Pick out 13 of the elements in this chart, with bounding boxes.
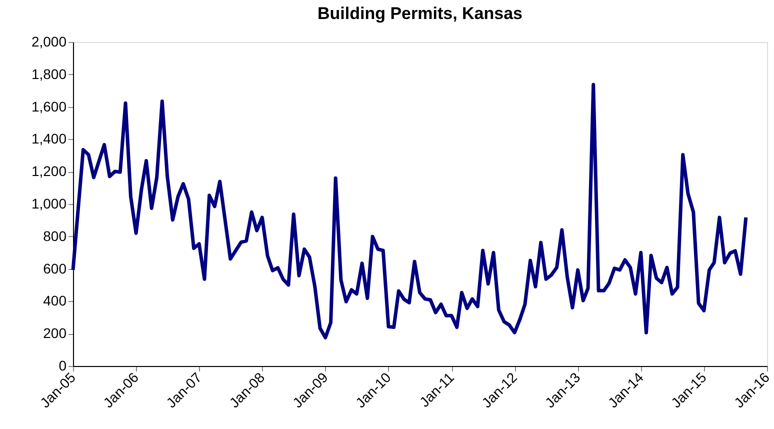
chart-title: Building Permits, Kansas <box>318 4 522 23</box>
y-tick-label: 1,200 <box>31 163 67 180</box>
y-tick-label: 1,600 <box>31 98 67 114</box>
y-tick-label: 1,800 <box>31 66 67 82</box>
y-tick-label: 200 <box>43 325 67 342</box>
y-tick-label: 1,000 <box>31 196 67 212</box>
y-tick-label: 0 <box>58 358 67 374</box>
y-tick-label: 600 <box>43 260 67 276</box>
line-series <box>71 82 748 340</box>
y-tick-label: 400 <box>43 292 67 309</box>
y-tick-label: 1,400 <box>31 130 67 147</box>
y-tick-label: 2,000 <box>31 34 67 50</box>
y-tick-label: 800 <box>43 228 67 244</box>
